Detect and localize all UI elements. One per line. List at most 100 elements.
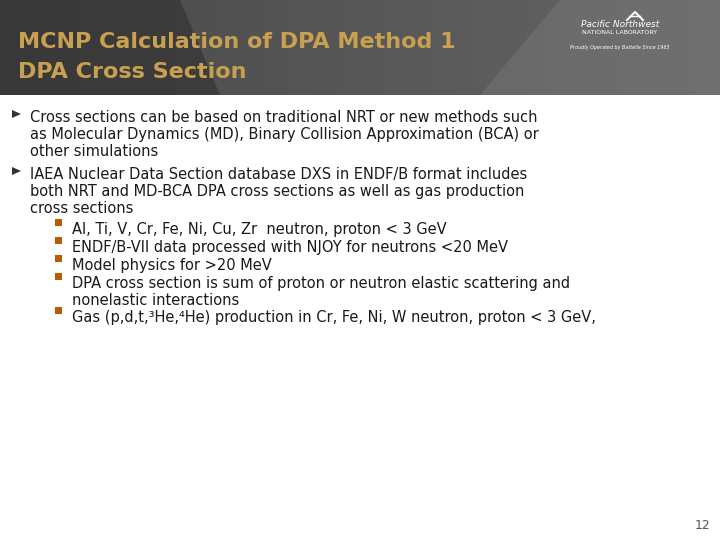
Text: NATIONAL LABORATORY: NATIONAL LABORATORY bbox=[582, 30, 657, 35]
Text: IAEA Nuclear Data Section database DXS in ENDF/B format includes: IAEA Nuclear Data Section database DXS i… bbox=[30, 167, 527, 182]
Bar bbox=[583, 0, 591, 95]
Bar bbox=[374, 0, 382, 95]
Bar bbox=[14, 0, 22, 95]
Bar bbox=[518, 0, 526, 95]
Polygon shape bbox=[480, 0, 720, 95]
Bar bbox=[108, 0, 116, 95]
Bar bbox=[58, 0, 66, 95]
Bar bbox=[50, 0, 58, 95]
Bar bbox=[331, 0, 339, 95]
Bar bbox=[475, 0, 483, 95]
Bar bbox=[439, 0, 447, 95]
Bar bbox=[425, 0, 433, 95]
Bar bbox=[576, 0, 584, 95]
Bar bbox=[238, 0, 246, 95]
Bar bbox=[338, 0, 346, 95]
Bar bbox=[94, 0, 102, 95]
Bar bbox=[55, 237, 62, 244]
Bar bbox=[302, 0, 310, 95]
Bar bbox=[144, 0, 152, 95]
Text: Cross sections can be based on traditional NRT or new methods such: Cross sections can be based on tradition… bbox=[30, 110, 538, 125]
Bar bbox=[670, 0, 678, 95]
Bar bbox=[158, 0, 166, 95]
Bar bbox=[29, 0, 37, 95]
Bar bbox=[7, 0, 15, 95]
Text: Pacific Northwest: Pacific Northwest bbox=[581, 20, 659, 29]
Bar bbox=[684, 0, 692, 95]
Bar bbox=[619, 0, 627, 95]
Bar bbox=[22, 0, 30, 95]
Bar bbox=[36, 0, 44, 95]
Bar bbox=[497, 0, 505, 95]
Text: both NRT and MD-BCA DPA cross sections as well as gas production: both NRT and MD-BCA DPA cross sections a… bbox=[30, 184, 524, 199]
Bar bbox=[266, 0, 274, 95]
Bar bbox=[0, 0, 8, 95]
Bar bbox=[713, 0, 720, 95]
Bar bbox=[180, 0, 188, 95]
Bar bbox=[367, 0, 375, 95]
Bar bbox=[706, 0, 714, 95]
Text: DPA cross section is sum of proton or neutron elastic scattering and: DPA cross section is sum of proton or ne… bbox=[72, 276, 570, 291]
Bar bbox=[454, 0, 462, 95]
Bar bbox=[554, 0, 562, 95]
Bar bbox=[533, 0, 541, 95]
Bar bbox=[677, 0, 685, 95]
Bar bbox=[137, 0, 145, 95]
Bar bbox=[698, 0, 706, 95]
Bar bbox=[490, 0, 498, 95]
Bar bbox=[252, 0, 260, 95]
Text: nonelastic interactions: nonelastic interactions bbox=[72, 293, 239, 308]
Bar bbox=[562, 0, 570, 95]
Bar bbox=[446, 0, 454, 95]
Bar bbox=[295, 0, 303, 95]
Bar bbox=[173, 0, 181, 95]
Bar bbox=[389, 0, 397, 95]
Bar bbox=[166, 0, 174, 95]
Bar bbox=[130, 0, 138, 95]
Bar bbox=[209, 0, 217, 95]
Bar bbox=[187, 0, 195, 95]
Bar bbox=[259, 0, 267, 95]
Bar bbox=[691, 0, 699, 95]
Bar bbox=[410, 0, 418, 95]
Text: cross sections: cross sections bbox=[30, 201, 133, 216]
Bar bbox=[612, 0, 620, 95]
Bar bbox=[43, 0, 51, 95]
Bar bbox=[648, 0, 656, 95]
Bar bbox=[324, 0, 332, 95]
Bar bbox=[662, 0, 670, 95]
Bar bbox=[230, 0, 238, 95]
Bar bbox=[115, 0, 123, 95]
Bar bbox=[540, 0, 548, 95]
Bar bbox=[310, 0, 318, 95]
Bar bbox=[288, 0, 296, 95]
Bar bbox=[101, 0, 109, 95]
Bar bbox=[403, 0, 411, 95]
Bar bbox=[65, 0, 73, 95]
Text: as Molecular Dynamics (MD), Binary Collision Approximation (BCA) or: as Molecular Dynamics (MD), Binary Colli… bbox=[30, 127, 539, 142]
Bar bbox=[634, 0, 642, 95]
Bar bbox=[655, 0, 663, 95]
Text: ENDF/B-VII data processed with NJOY for neutrons <20 MeV: ENDF/B-VII data processed with NJOY for … bbox=[72, 240, 508, 255]
Bar bbox=[0, 95, 720, 540]
Bar bbox=[346, 0, 354, 95]
Bar bbox=[461, 0, 469, 95]
Text: Gas (p,d,t,³He,⁴He) production in Cr, Fe, Ni, W neutron, proton < 3 GeV,: Gas (p,d,t,³He,⁴He) production in Cr, Fe… bbox=[72, 310, 596, 325]
Bar bbox=[223, 0, 231, 95]
Bar bbox=[72, 0, 80, 95]
Bar bbox=[547, 0, 555, 95]
Bar bbox=[641, 0, 649, 95]
Bar bbox=[55, 255, 62, 262]
Bar bbox=[194, 0, 202, 95]
Bar bbox=[626, 0, 634, 95]
Polygon shape bbox=[12, 110, 21, 118]
Bar bbox=[526, 0, 534, 95]
Text: Al, Ti, V, Cr, Fe, Ni, Cu, Zr  neutron, proton < 3 GeV: Al, Ti, V, Cr, Fe, Ni, Cu, Zr neutron, p… bbox=[72, 222, 446, 237]
Bar bbox=[55, 307, 62, 314]
Bar bbox=[504, 0, 512, 95]
Bar bbox=[382, 0, 390, 95]
Text: Model physics for >20 MeV: Model physics for >20 MeV bbox=[72, 258, 271, 273]
Text: Proudly Operated by Battelle Since 1965: Proudly Operated by Battelle Since 1965 bbox=[570, 45, 670, 50]
Bar bbox=[202, 0, 210, 95]
Bar bbox=[396, 0, 404, 95]
